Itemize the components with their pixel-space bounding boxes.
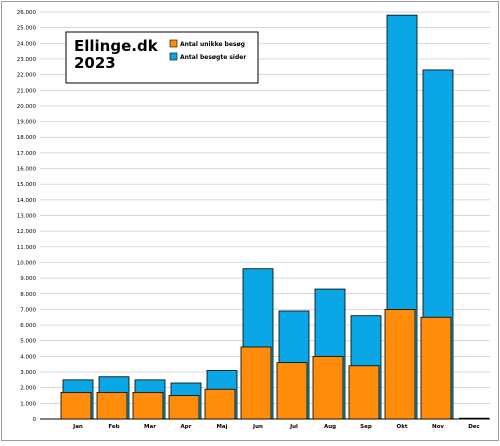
x-axis-ticks: Jan Feb Mar Apr Maj Jun Jul Aug Sep Okt Nov Dec [72,424,480,430]
x-tick-label: Nov [432,424,444,430]
x-tick-label: Aug [324,424,336,430]
x-tick-label: Dec [468,424,480,430]
y-tick-label: 8.000 [20,292,36,298]
x-tick-label: Mar [144,424,156,430]
x-tick-label: Sep [360,424,372,430]
x-tick-label: Jul [289,424,298,430]
x-tick-label: Jan [72,424,83,430]
bar-unique-apr [168,395,200,420]
y-tick-label: 10.000 [17,260,37,266]
legend: Ellinge.dk 2023 Antal unikke besøg Antal… [65,31,259,84]
chart-title: Ellinge.dk [74,37,159,55]
bars [60,14,489,420]
y-tick-label: 15.000 [17,182,37,188]
x-tick-label: Apr [181,424,192,430]
bar-unique-sep [348,365,380,420]
y-tick-label: 1.000 [20,401,36,407]
legend-label-unique: Antal unikke besøg [180,41,245,48]
y-tick-label: 13.000 [17,214,37,220]
y-tick-label: 20.000 [17,104,37,110]
bar-unique-jan [60,391,92,420]
y-tick-label: 24.000 [17,41,37,47]
bar-unique-mar [132,391,164,420]
y-tick-label: 21.000 [17,88,37,94]
bar-unique-okt [384,309,416,420]
bar-unique-aug [312,355,344,420]
bar-unique-jul [276,362,308,420]
bar-unique-nov [420,316,452,420]
chart-subtitle: 2023 [74,54,116,72]
y-tick-label: 12.000 [17,229,37,235]
y-tick-label: 5.000 [20,339,36,345]
y-axis-ticks: 0 1.000 2.000 3.000 4.000 5.000 6.000 7.000 8.00… [17,10,37,423]
y-tick-label: 11.000 [17,245,37,251]
bar-unique-maj [204,388,236,420]
y-tick-label: 19.000 [17,120,37,126]
y-tick-label: 0 [33,417,37,423]
x-tick-label: Okt [397,424,408,430]
legend-swatch-pages [169,52,178,61]
y-tick-label: 16.000 [17,167,37,173]
y-tick-label: 7.000 [20,307,36,313]
bar-unique-jun [240,346,272,420]
y-tick-label: 26.000 [17,10,37,16]
bar-unique-feb [96,391,128,420]
x-tick-label: Jun [252,424,263,430]
y-tick-label: 2.000 [20,386,36,392]
y-tick-label: 6.000 [20,323,36,329]
y-tick-label: 3.000 [20,370,36,376]
legend-swatch-unique [169,39,178,48]
y-tick-label: 17.000 [17,151,37,157]
y-tick-label: 9.000 [20,276,36,282]
y-tick-label: 25.000 [17,26,37,32]
y-tick-label: 14.000 [17,198,37,204]
y-tick-label: 22.000 [17,73,37,79]
y-tick-label: 18.000 [17,135,37,141]
x-tick-label: Maj [216,424,227,430]
legend-box [65,31,259,84]
legend-label-pages: Antal besøgte sider [180,54,246,61]
y-tick-label: 4.000 [20,354,36,360]
x-tick-label: Feb [108,424,119,430]
y-tick-label: 23.000 [17,57,37,63]
